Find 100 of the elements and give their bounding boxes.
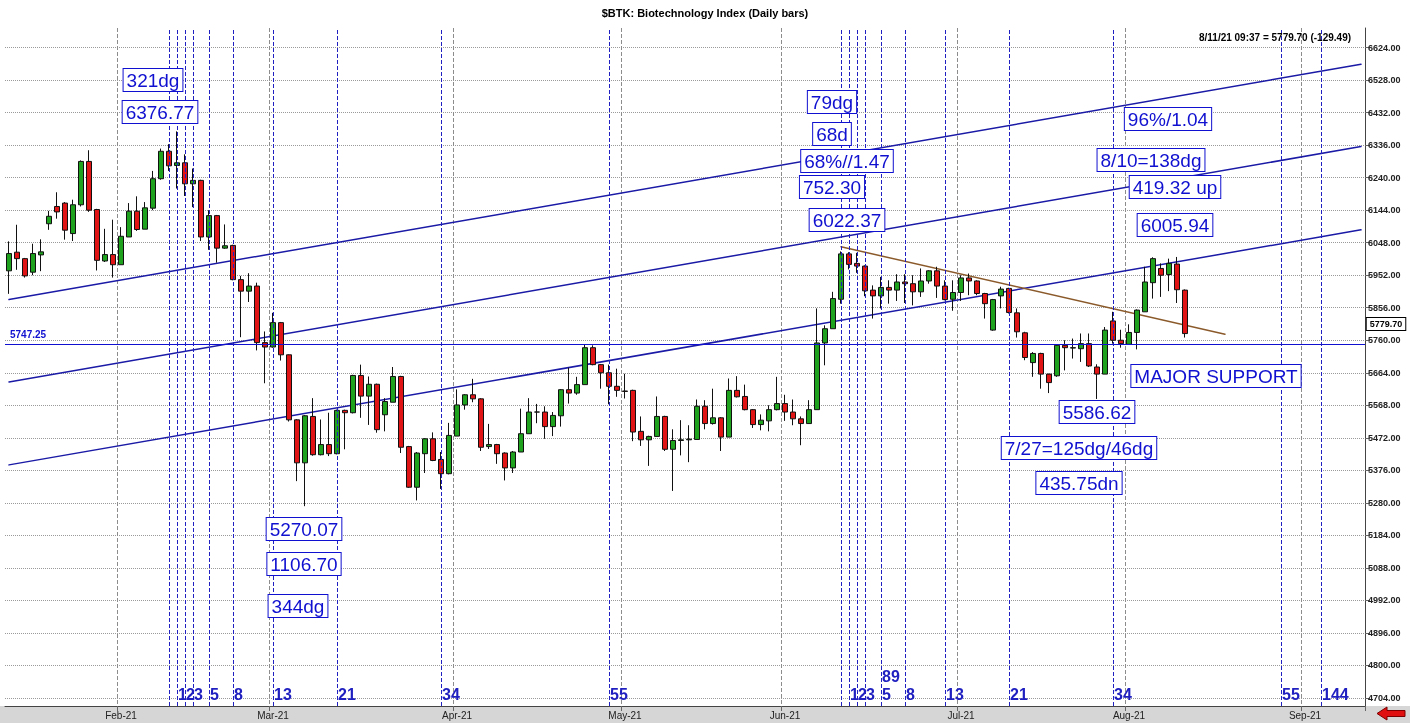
candlestick (678, 419, 684, 456)
candlestick (654, 395, 660, 437)
annotation: 34 (1114, 685, 1132, 703)
annotation: 6005.94 (1140, 214, 1210, 236)
text: 5779.70 (1369, 319, 1403, 329)
candlestick (774, 376, 780, 411)
candlestick (1102, 326, 1108, 375)
candlestick (750, 408, 756, 429)
candlestick (622, 373, 628, 399)
candlestick (102, 228, 108, 263)
candlestick (790, 399, 796, 426)
candlestick (958, 274, 964, 302)
y-tick-label: 6336.00 (1368, 140, 1401, 151)
candlestick (158, 148, 164, 181)
candlestick (854, 252, 860, 274)
candlestick (814, 307, 820, 411)
x-tick-label: May-21 (608, 709, 643, 721)
candlestick (1174, 256, 1180, 304)
candlestick (638, 415, 644, 447)
candlestick (374, 383, 380, 434)
candlestick (838, 250, 844, 305)
candlestick (694, 399, 700, 440)
candlestick (206, 209, 212, 251)
candlestick (1094, 363, 1100, 400)
annotation: 96%/1.04 (1127, 108, 1209, 130)
candlestick (278, 321, 284, 362)
ref-line-label: 5747.25 (10, 329, 47, 341)
x-tick-label: Apr-21 (441, 709, 473, 721)
candlestick (470, 378, 476, 403)
y-tick-label: 5376.00 (1368, 465, 1401, 476)
annotation: 344dg (271, 595, 325, 617)
candlestick (1110, 311, 1116, 345)
candlestick (366, 375, 372, 426)
candlestick (350, 374, 356, 414)
y-tick-label: 4896.00 (1368, 627, 1401, 638)
candlestick (918, 267, 924, 298)
candlestick (270, 312, 276, 349)
candlestick (94, 208, 100, 271)
candlestick (462, 393, 468, 411)
candlestick (1022, 331, 1028, 361)
candlestick (910, 274, 916, 306)
candlestick (286, 353, 292, 423)
candlestick (646, 435, 652, 467)
annotation: 5586.62 (1062, 401, 1132, 423)
candlestick (950, 279, 956, 312)
candlestick (1158, 262, 1164, 298)
x-tick-label: Aug-21 (1112, 709, 1146, 721)
candlestick (382, 397, 388, 432)
annotation: 435.75dn (1039, 472, 1119, 494)
y-tick-label: 5280.00 (1368, 497, 1401, 508)
candlestick (30, 243, 36, 276)
annotation: 5 (210, 685, 219, 703)
candlestick (54, 191, 60, 220)
candlestick (406, 445, 412, 489)
candlestick (886, 279, 892, 305)
annotation: 79dg (810, 91, 854, 113)
y-tick-label: 5184.00 (1368, 530, 1401, 541)
annotation: 68d (816, 123, 848, 145)
candlestick (798, 415, 804, 446)
annotation: 68%//1.47 (804, 150, 890, 172)
candlestick (390, 366, 396, 403)
candlestick (734, 375, 740, 398)
candlestick (70, 199, 76, 242)
candlestick (78, 159, 84, 207)
y-tick-label: 4800.00 (1368, 660, 1401, 671)
candlestick (550, 411, 556, 437)
candlestick (422, 437, 428, 474)
candlestick (574, 376, 580, 396)
candlestick (862, 264, 868, 297)
candlestick (1166, 258, 1172, 292)
annotation: 1106.70 (270, 553, 338, 575)
candlestick (934, 266, 940, 299)
x-tick-label: Sep-21 (1288, 709, 1322, 721)
annotation: 5 (882, 685, 891, 703)
candlestick (806, 399, 812, 425)
candlestick (254, 282, 260, 351)
candlestick (662, 415, 668, 452)
candlestick (358, 364, 364, 419)
candlestick (198, 179, 204, 242)
candlestick (1014, 307, 1020, 339)
candlestick (1182, 288, 1188, 339)
candlestick (902, 273, 908, 304)
candlestick (318, 418, 324, 456)
candlestick (1118, 329, 1124, 349)
candlestick (870, 284, 876, 320)
candlestick (486, 423, 492, 450)
candlestick (614, 368, 620, 398)
y-tick-label: 6144.00 (1368, 205, 1401, 216)
candlestick (630, 389, 636, 442)
candlestick (686, 424, 692, 463)
candlestick (86, 149, 92, 213)
y-tick-label: 6624.00 (1368, 42, 1401, 53)
annotation: 13 (946, 685, 964, 703)
candlestick (990, 298, 996, 332)
candlestick (590, 344, 596, 366)
y-tick-label: 5568.00 (1368, 400, 1401, 411)
candlestick (326, 412, 332, 457)
annotation: 8 (234, 685, 243, 703)
candlestick (974, 279, 980, 296)
candlestick (134, 195, 140, 232)
